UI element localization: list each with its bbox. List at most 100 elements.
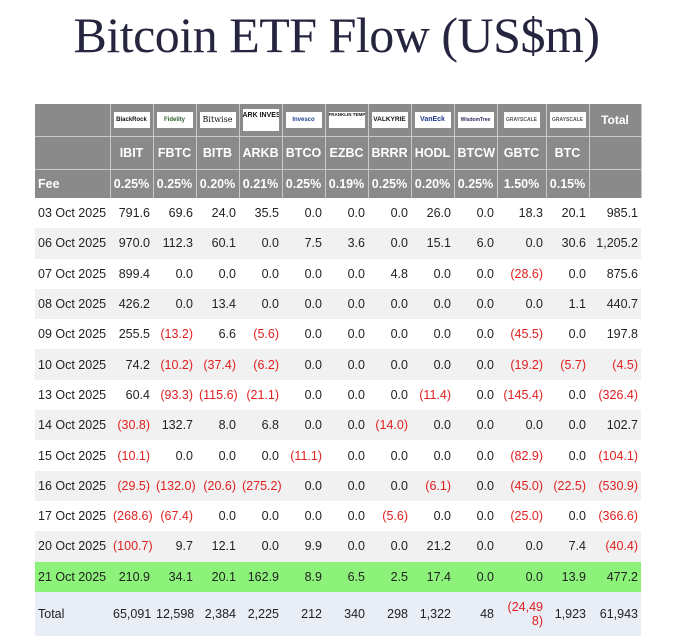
flow-cell: 0.0 [454,470,497,501]
row-total-cell: (40.4) [589,531,641,562]
flow-cell: 60.4 [110,379,153,411]
flow-cell: (19.2) [497,349,546,380]
flow-cell: 0.0 [411,410,454,441]
flow-cell: (37.4) [196,349,239,380]
flow-cell: 0.0 [325,349,368,380]
fee-cell: 0.25% [368,169,412,198]
flow-cell: 0.0 [368,228,411,259]
flow-cell: 0.0 [546,319,589,350]
flow-cell: 74.2 [110,349,153,380]
flow-cell: 20.1 [196,561,239,592]
flow-cell: 0.0 [325,379,368,411]
flow-cell: 791.6 [110,198,153,229]
page-title: Bitcoin ETF Flow (US$m) [73,7,600,63]
flow-cell: 3.6 [325,228,368,259]
fee-cell: 0.19% [325,169,369,198]
flow-cell: (10.2) [153,349,196,380]
flow-cell: 18.3 [497,198,546,229]
flow-cell: 0.0 [325,258,368,289]
flow-cell: 0.0 [454,410,497,441]
flow-cell: 0.0 [411,288,454,320]
ticker-header: BRRR [368,136,412,170]
date-cell: 16 Oct 2025 [35,470,110,501]
flow-cell: 21.2 [411,531,454,562]
flow-cell: (14.0) [368,410,411,441]
franklin-templeton-logo: FRANKLIN TEMPLETON [328,112,365,128]
flow-cell: (20.6) [196,470,239,501]
date-cell: 07 Oct 2025 [35,258,110,289]
date-cell: 03 Oct 2025 [35,198,110,229]
flow-cell: 0.0 [325,198,368,229]
flow-cell: (5.6) [239,319,282,350]
flow-cell: (5.7) [546,349,589,380]
flow-cell: 0.0 [282,258,325,289]
table-row: 03 Oct 2025 791.6 69.6 24.0 35.5 0.0 0.0 0.0 26.… [35,198,641,229]
totals-row: Total 65,091 12,598 2,384 2,225 212 340 298 1,32… [35,591,641,636]
fee-cell: 0.25% [110,169,154,198]
flow-cell: 0.0 [454,561,497,592]
flow-cell: 0.0 [325,288,368,320]
flow-cell: (5.6) [368,500,411,532]
row-total-cell: (104.1) [589,440,641,471]
fee-cell: 0.25% [454,169,498,198]
grayscale-btc-logo: GRAYSCALE [549,112,586,128]
flow-cell: 0.0 [196,500,239,532]
flow-cell: 0.0 [282,470,325,501]
flow-cell: 6.6 [196,319,239,350]
flow-cell: 35.5 [239,198,282,229]
table-row: 14 Oct 2025 (30.8) 132.7 8.0 6.8 0.0 0.0 (14.0)… [35,410,641,441]
date-cell: 13 Oct 2025 [35,379,110,411]
fee-cell: 0.25% [282,169,326,198]
blackrock-logo: BlackRock [113,112,150,128]
flow-cell: 7.5 [282,228,325,259]
flow-cell: 112.3 [153,228,196,259]
ticker-header: EZBC [325,136,369,170]
row-total-cell: 477.2 [589,561,641,592]
ark-invest-logo: ARK INVEST [242,109,279,131]
flow-cell: 0.0 [497,531,546,562]
table-row: 10 Oct 2025 74.2 (10.2) (37.4) (6.2) 0.0 0.0 0.… [35,349,641,380]
table-row: 13 Oct 2025 60.4 (93.3) (115.6) (21.1) 0.0 0.0… [35,379,641,411]
table-row: 17 Oct 2025 (268.6) (67.4) 0.0 0.0 0.0 0.0 (5.6… [35,500,641,532]
table-row: 16 Oct 2025 (29.5) (132.0) (20.6) (275.2) 0.0… [35,470,641,501]
flow-cell: 0.0 [546,379,589,411]
ticker-header: BITB [196,136,240,170]
bitwise-logo: Bitwise [199,112,236,128]
invesco-logo: Invesco [285,112,322,128]
flow-cell: 69.6 [153,198,196,229]
flow-cell: (11.1) [282,440,325,471]
flow-cell: 0.0 [411,349,454,380]
table-row: 15 Oct 2025 (10.1) 0.0 0.0 0.0 (11.1) 0.0 0.0 0.… [35,440,641,471]
totals-label: Total [35,591,110,636]
cumulative-cell: 12,598 [153,591,196,636]
logo-corner [35,104,111,137]
cumulative-cell: 298 [368,591,411,636]
ticker-row: IBIT FBTC BITB ARKB BTCO EZBC BRRR HODL … [35,136,642,170]
flow-cell: (115.6) [196,379,239,411]
flow-cell: (67.4) [153,500,196,532]
flow-cell: 0.0 [325,410,368,441]
table-row: 06 Oct 2025 970.0 112.3 60.1 0.0 7.5 3.6 0.0 15.… [35,228,641,259]
cumulative-cell: 1,322 [411,591,454,636]
table-row: 09 Oct 2025 255.5 (13.2) 6.6 (5.6) 0.0 0.0 0.0 0… [35,319,641,350]
ticker-total-blank [589,136,642,170]
flow-cell: 0.0 [454,288,497,320]
flow-cell: 0.0 [282,288,325,320]
flow-cell: 13.4 [196,288,239,320]
flow-cell: 15.1 [411,228,454,259]
ticker-header: BTCW [454,136,498,170]
flow-cell: 0.0 [196,440,239,471]
vaneck-logo: VanEck [414,112,451,128]
flow-cell: 255.5 [110,319,153,350]
flow-cell: 0.0 [282,349,325,380]
date-cell: 15 Oct 2025 [35,440,110,471]
flow-cell: 0.0 [196,258,239,289]
flow-cell: 0.0 [239,531,282,562]
flow-cell: 0.0 [239,288,282,320]
flow-cell: (25.0) [497,500,546,532]
flow-cell: 0.0 [411,319,454,350]
flow-cell: (145.4) [497,379,546,411]
flow-cell: 0.0 [546,410,589,441]
table-row: 08 Oct 2025 426.2 0.0 13.4 0.0 0.0 0.0 0.0 0.0 0.… [35,288,641,320]
table-row-highlighted: 21 Oct 2025 210.9 34.1 20.1 162.9 8.9 6.5 2.5 17… [35,561,641,592]
